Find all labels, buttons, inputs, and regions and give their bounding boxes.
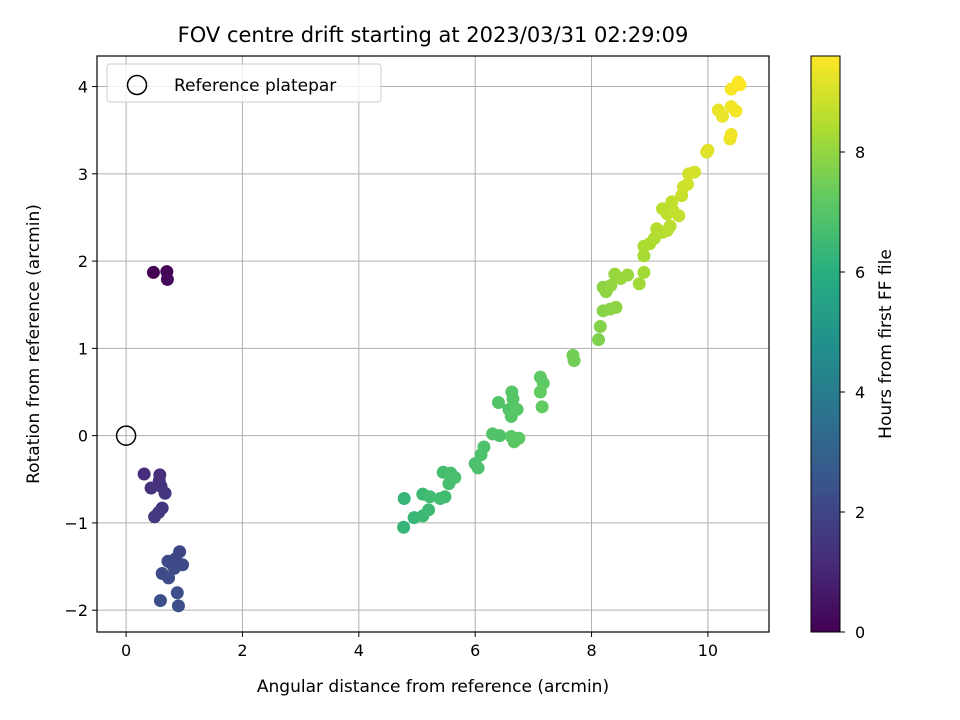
data-point [471, 461, 485, 475]
data-point [167, 561, 181, 575]
y-tick-label: −2 [64, 601, 88, 620]
data-point [423, 490, 437, 504]
data-point [438, 490, 452, 504]
data-point [593, 320, 607, 334]
data-point [148, 510, 162, 524]
x-tick-label: 10 [698, 641, 718, 660]
data-point [170, 586, 184, 600]
data-point [422, 503, 436, 517]
chart-title: FOV centre drift starting at 2023/03/31 … [178, 23, 689, 47]
data-point [477, 440, 491, 454]
legend-box [106, 63, 382, 103]
data-point [137, 467, 151, 481]
data-point [632, 277, 646, 291]
y-tick-label: 0 [78, 427, 88, 446]
colorbar-tick-label: 6 [855, 263, 865, 282]
data-point [448, 471, 462, 485]
data-point [153, 594, 167, 608]
data-point [535, 400, 549, 414]
data-point [592, 333, 606, 347]
y-tick-label: 1 [78, 339, 88, 358]
data-point [724, 128, 738, 142]
data-point [663, 219, 677, 233]
data-point [533, 385, 547, 399]
y-tick-label: −1 [64, 514, 88, 533]
data-point [733, 78, 747, 92]
x-axis-label: Angular distance from reference (arcmin) [257, 677, 609, 697]
data-point [637, 249, 651, 263]
data-point [621, 268, 635, 282]
data-point [510, 402, 524, 416]
y-axis-label: Rotation from reference (arcmin) [24, 204, 44, 484]
y-tick-label: 3 [78, 165, 88, 184]
data-point [397, 491, 411, 505]
data-point [171, 599, 185, 613]
data-point [158, 486, 172, 500]
data-point [493, 429, 507, 443]
data-point [160, 272, 174, 286]
data-point [604, 279, 618, 293]
colorbar-ticks: 0 2 4 6 8 [840, 143, 865, 642]
x-tick-label: 2 [237, 641, 247, 660]
colorbar-tick-label: 0 [855, 623, 865, 642]
legend-marker [126, 74, 148, 96]
data-point [715, 109, 729, 123]
x-tick-label: 0 [121, 641, 131, 660]
data-point [637, 265, 651, 279]
colorbar-label: Hours from first FF file [876, 249, 896, 439]
data-point [681, 177, 695, 191]
data-point [672, 209, 686, 223]
x-axis-ticks: 0 2 4 6 8 10 [121, 632, 718, 660]
y-tick-label: 4 [78, 78, 88, 97]
legend: Reference platepar [106, 63, 382, 103]
colorbar: 0 2 4 6 8 Hours from first FF file [810, 55, 896, 642]
x-tick-label: 4 [354, 641, 364, 660]
legend-entry: Reference platepar [174, 76, 336, 96]
data-point [688, 165, 702, 179]
x-tick-label: 8 [586, 641, 596, 660]
data-point [609, 300, 623, 314]
data-point [162, 571, 176, 585]
data-point [491, 395, 505, 409]
data-point [505, 385, 519, 399]
colorbar-gradient [810, 55, 841, 633]
y-tick-label: 2 [78, 252, 88, 271]
grid [97, 56, 769, 632]
data-point [397, 520, 411, 534]
data-point [729, 104, 743, 118]
data-point [665, 195, 679, 209]
colorbar-tick-label: 8 [855, 143, 865, 162]
reference-point-marker [115, 425, 137, 446]
data-points [137, 75, 747, 613]
x-tick-label: 6 [470, 641, 480, 660]
data-point [567, 354, 581, 368]
data-point [701, 143, 715, 157]
data-point [144, 481, 158, 495]
colorbar-tick-label: 4 [855, 383, 865, 402]
data-point [512, 431, 526, 445]
y-axis-ticks: −2 −1 0 1 2 3 4 [64, 78, 97, 620]
plot-frame [96, 55, 770, 633]
data-point [146, 265, 160, 279]
colorbar-tick-label: 2 [855, 503, 865, 522]
